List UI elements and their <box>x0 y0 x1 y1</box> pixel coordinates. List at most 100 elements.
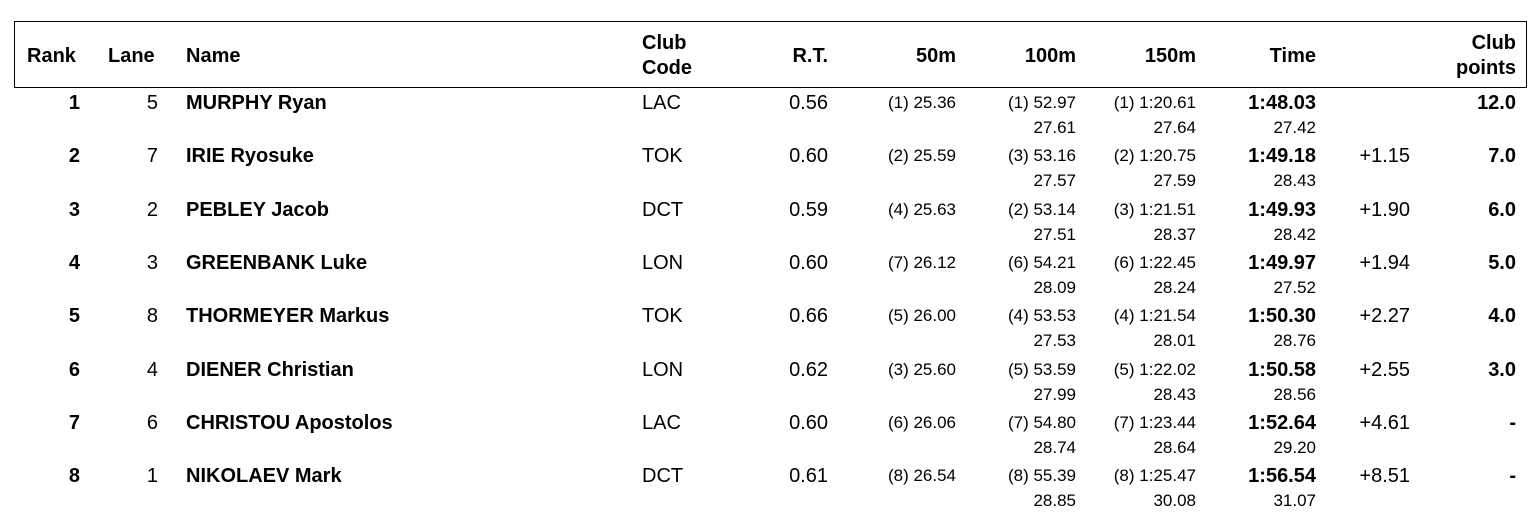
split-100m-cell: (5) 53.59 <box>1007 359 1076 379</box>
header-club-code-line1: Club <box>642 32 687 54</box>
final-time-cell: 1:56.54 <box>1248 465 1316 488</box>
split-150m-cell: (2) 1:20.75 <box>1113 146 1196 166</box>
time-behind-cell: +8.51 <box>1359 465 1410 488</box>
club-code-cell: LON <box>642 358 684 381</box>
lane-cell: 5 <box>146 92 158 114</box>
table-row: 2 7 IRIE Ryosuke TOK 0.60 (2) 25.59 (3) 53.16 2… <box>0 144 1536 197</box>
club-points-cell: - <box>1509 411 1516 434</box>
time-behind-cell: +1.15 <box>1359 145 1410 168</box>
header-split-150m: 150m <box>1144 45 1196 67</box>
split-150m-cell: (3) 1:21.51 <box>1113 199 1196 219</box>
table-row: 7 6 CHRISTOU Apostolos LAC 0.60 (6) 26.06 (7) … <box>0 411 1536 464</box>
club-code-cell: DCT <box>642 198 684 221</box>
table-row: 6 4 DIENER Christian LON 0.62 (3) 25.60 (5) 53… <box>0 358 1536 411</box>
final-time-cell: 1:52.64 <box>1248 411 1316 434</box>
final-time-cell: 1:49.93 <box>1248 198 1316 221</box>
club-code-cell: LON <box>642 251 684 274</box>
swimmer-name: THORMEYER Markus <box>186 305 390 328</box>
split-50m-cell: (3) 25.60 <box>887 359 956 379</box>
split-50m-cell: (2) 25.59 <box>887 146 956 166</box>
header-reaction-time: R.T. <box>792 45 828 67</box>
reaction-time-cell: 0.59 <box>789 198 828 221</box>
club-points-cell: 6.0 <box>1488 198 1516 221</box>
final-time-cell: 1:50.30 <box>1248 305 1316 328</box>
lap-150m-cell: 28.37 <box>1153 224 1196 244</box>
rank-cell: 5 <box>68 305 80 328</box>
split-150m-cell: (6) 1:22.45 <box>1113 252 1196 272</box>
split-100m-cell: (1) 52.97 <box>1007 93 1076 112</box>
lap-final-cell: 31.07 <box>1273 491 1316 511</box>
lane-cell: 1 <box>146 465 158 488</box>
split-150m-cell: (4) 1:21.54 <box>1113 306 1196 326</box>
time-behind-cell: +1.94 <box>1359 251 1410 274</box>
split-100m-cell: (3) 53.16 <box>1007 146 1076 166</box>
club-points-cell: - <box>1509 465 1516 488</box>
split-150m-cell: (7) 1:23.44 <box>1113 412 1196 432</box>
lap-100m-cell: 28.74 <box>1033 437 1076 457</box>
lap-100m-cell: 27.53 <box>1033 331 1076 351</box>
lap-150m-cell: 28.01 <box>1153 331 1196 351</box>
club-points-cell: 12.0 <box>1477 92 1516 114</box>
lap-100m-cell: 28.85 <box>1033 491 1076 511</box>
rank-cell: 4 <box>68 251 80 274</box>
split-100m-cell: (6) 54.21 <box>1007 252 1076 272</box>
time-behind-cell: +2.27 <box>1359 305 1410 328</box>
club-points-cell: 5.0 <box>1488 251 1516 274</box>
lap-final-cell: 27.42 <box>1273 118 1316 137</box>
final-time-cell: 1:49.18 <box>1248 145 1316 168</box>
table-row: 8 1 NIKOLAEV Mark DCT 0.61 (8) 26.54 (8) 55.39… <box>0 464 1536 517</box>
time-behind-cell: +2.55 <box>1359 358 1410 381</box>
reaction-time-cell: 0.66 <box>789 305 828 328</box>
lap-150m-cell: 27.64 <box>1153 118 1196 137</box>
rank-cell: 1 <box>68 92 80 114</box>
lap-final-cell: 29.20 <box>1273 437 1316 457</box>
lap-final-cell: 28.42 <box>1273 224 1316 244</box>
club-points-cell: 4.0 <box>1488 305 1516 328</box>
lane-cell: 2 <box>146 198 158 221</box>
swimmer-name: DIENER Christian <box>186 358 354 381</box>
split-50m-cell: (7) 26.12 <box>887 252 956 272</box>
split-100m-cell: (8) 55.39 <box>1007 466 1076 486</box>
split-100m-cell: (2) 53.14 <box>1007 199 1076 219</box>
lap-150m-cell: 28.64 <box>1153 437 1196 457</box>
reaction-time-cell: 0.60 <box>789 251 828 274</box>
reaction-time-cell: 0.61 <box>789 465 828 488</box>
header-club-points-line1: Club <box>1471 32 1516 54</box>
lane-cell: 3 <box>146 251 158 274</box>
split-100m-cell: (7) 54.80 <box>1007 412 1076 432</box>
club-code-cell: DCT <box>642 465 684 488</box>
split-50m-cell: (8) 26.54 <box>887 466 956 486</box>
header-split-50m: 50m <box>915 45 956 67</box>
swimmer-name: NIKOLAEV Mark <box>186 465 342 488</box>
header-time: Time <box>1269 45 1316 67</box>
lap-final-cell: 27.52 <box>1273 277 1316 297</box>
club-code-cell: LAC <box>642 92 681 114</box>
lane-cell: 7 <box>146 145 158 168</box>
header-split-100m: 100m <box>1024 45 1076 67</box>
lap-150m-cell: 28.43 <box>1153 384 1196 404</box>
lap-100m-cell: 27.61 <box>1033 118 1076 137</box>
lap-final-cell: 28.56 <box>1273 384 1316 404</box>
split-150m-cell: (8) 1:25.47 <box>1113 466 1196 486</box>
split-50m-cell: (5) 26.00 <box>887 306 956 326</box>
split-50m-cell: (6) 26.06 <box>887 412 956 432</box>
time-behind-cell: +4.61 <box>1359 411 1410 434</box>
final-time-cell: 1:49.97 <box>1248 251 1316 274</box>
header-club-code-line2: Code <box>642 57 692 79</box>
lap-final-cell: 28.76 <box>1273 331 1316 351</box>
club-code-cell: TOK <box>642 305 683 328</box>
swimmer-name: PEBLEY Jacob <box>186 198 330 221</box>
split-150m-cell: (5) 1:22.02 <box>1113 359 1196 379</box>
lap-100m-cell: 27.99 <box>1033 384 1076 404</box>
reaction-time-cell: 0.60 <box>789 145 828 168</box>
split-150m-cell: (1) 1:20.61 <box>1113 93 1196 112</box>
lane-cell: 8 <box>146 305 158 328</box>
header-club-points-line2: points <box>1456 57 1516 79</box>
rank-cell: 6 <box>68 358 80 381</box>
club-code-cell: TOK <box>642 145 683 168</box>
split-50m-cell: (4) 25.63 <box>887 199 956 219</box>
lap-150m-cell: 28.24 <box>1153 277 1196 297</box>
lane-cell: 6 <box>146 411 158 434</box>
table-header-frame <box>14 21 1527 88</box>
